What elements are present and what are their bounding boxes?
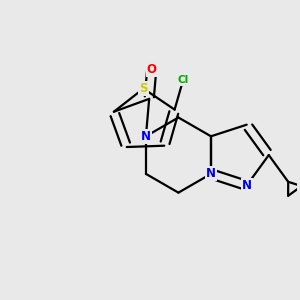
Text: N: N xyxy=(141,130,151,143)
Text: Cl: Cl xyxy=(178,75,189,85)
Text: S: S xyxy=(139,82,148,95)
Text: O: O xyxy=(147,63,157,76)
Text: N: N xyxy=(206,167,216,180)
Text: N: N xyxy=(242,179,252,192)
